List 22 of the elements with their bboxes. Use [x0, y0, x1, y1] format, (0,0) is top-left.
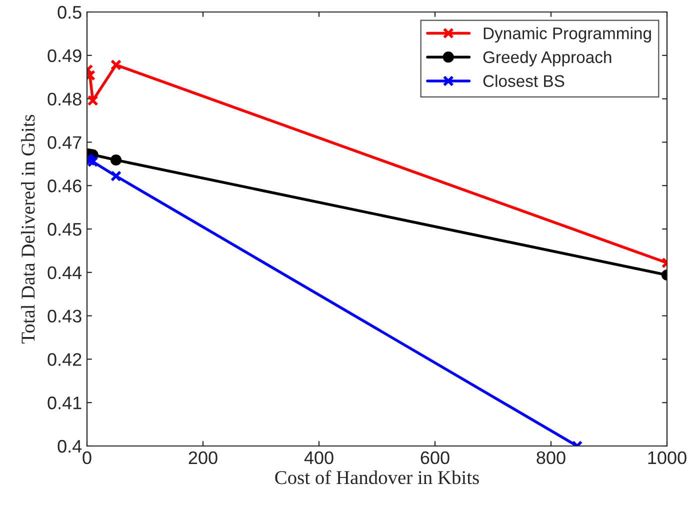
y-axis-title: Total Data Delivered in Gbits — [21, 114, 35, 344]
y-tick-label: 0.44 — [48, 266, 82, 280]
y-tick-label: 0.4 — [58, 440, 82, 453]
x-tick-label: 800 — [536, 451, 566, 464]
x-tick-label: 1000 — [648, 451, 686, 464]
y-tick-label: 0.48 — [48, 92, 82, 106]
x-tick-label: 0 — [82, 451, 92, 464]
legend-label: Closest BS — [483, 74, 564, 87]
y-tick-label: 0.5 — [58, 6, 82, 19]
y-tick-label: 0.41 — [48, 396, 82, 410]
x-tick-label: 400 — [304, 451, 334, 464]
y-tick-label: 0.43 — [48, 310, 82, 323]
legend-label: Dynamic Programming — [484, 27, 651, 43]
x-tick-label: 600 — [420, 451, 450, 464]
legend-label: Greedy Approach — [483, 50, 612, 66]
y-tick-label: 0.46 — [48, 180, 82, 192]
y-tick-label: 0.45 — [48, 222, 82, 236]
y-tick-label: 0.49 — [48, 49, 82, 62]
y-tick-label: 0.42 — [48, 353, 82, 366]
x-axis-title: Cost of Handover in Kbits — [275, 470, 479, 484]
y-tick-label: 0.47 — [48, 136, 82, 149]
x-tick-label: 200 — [188, 451, 218, 464]
